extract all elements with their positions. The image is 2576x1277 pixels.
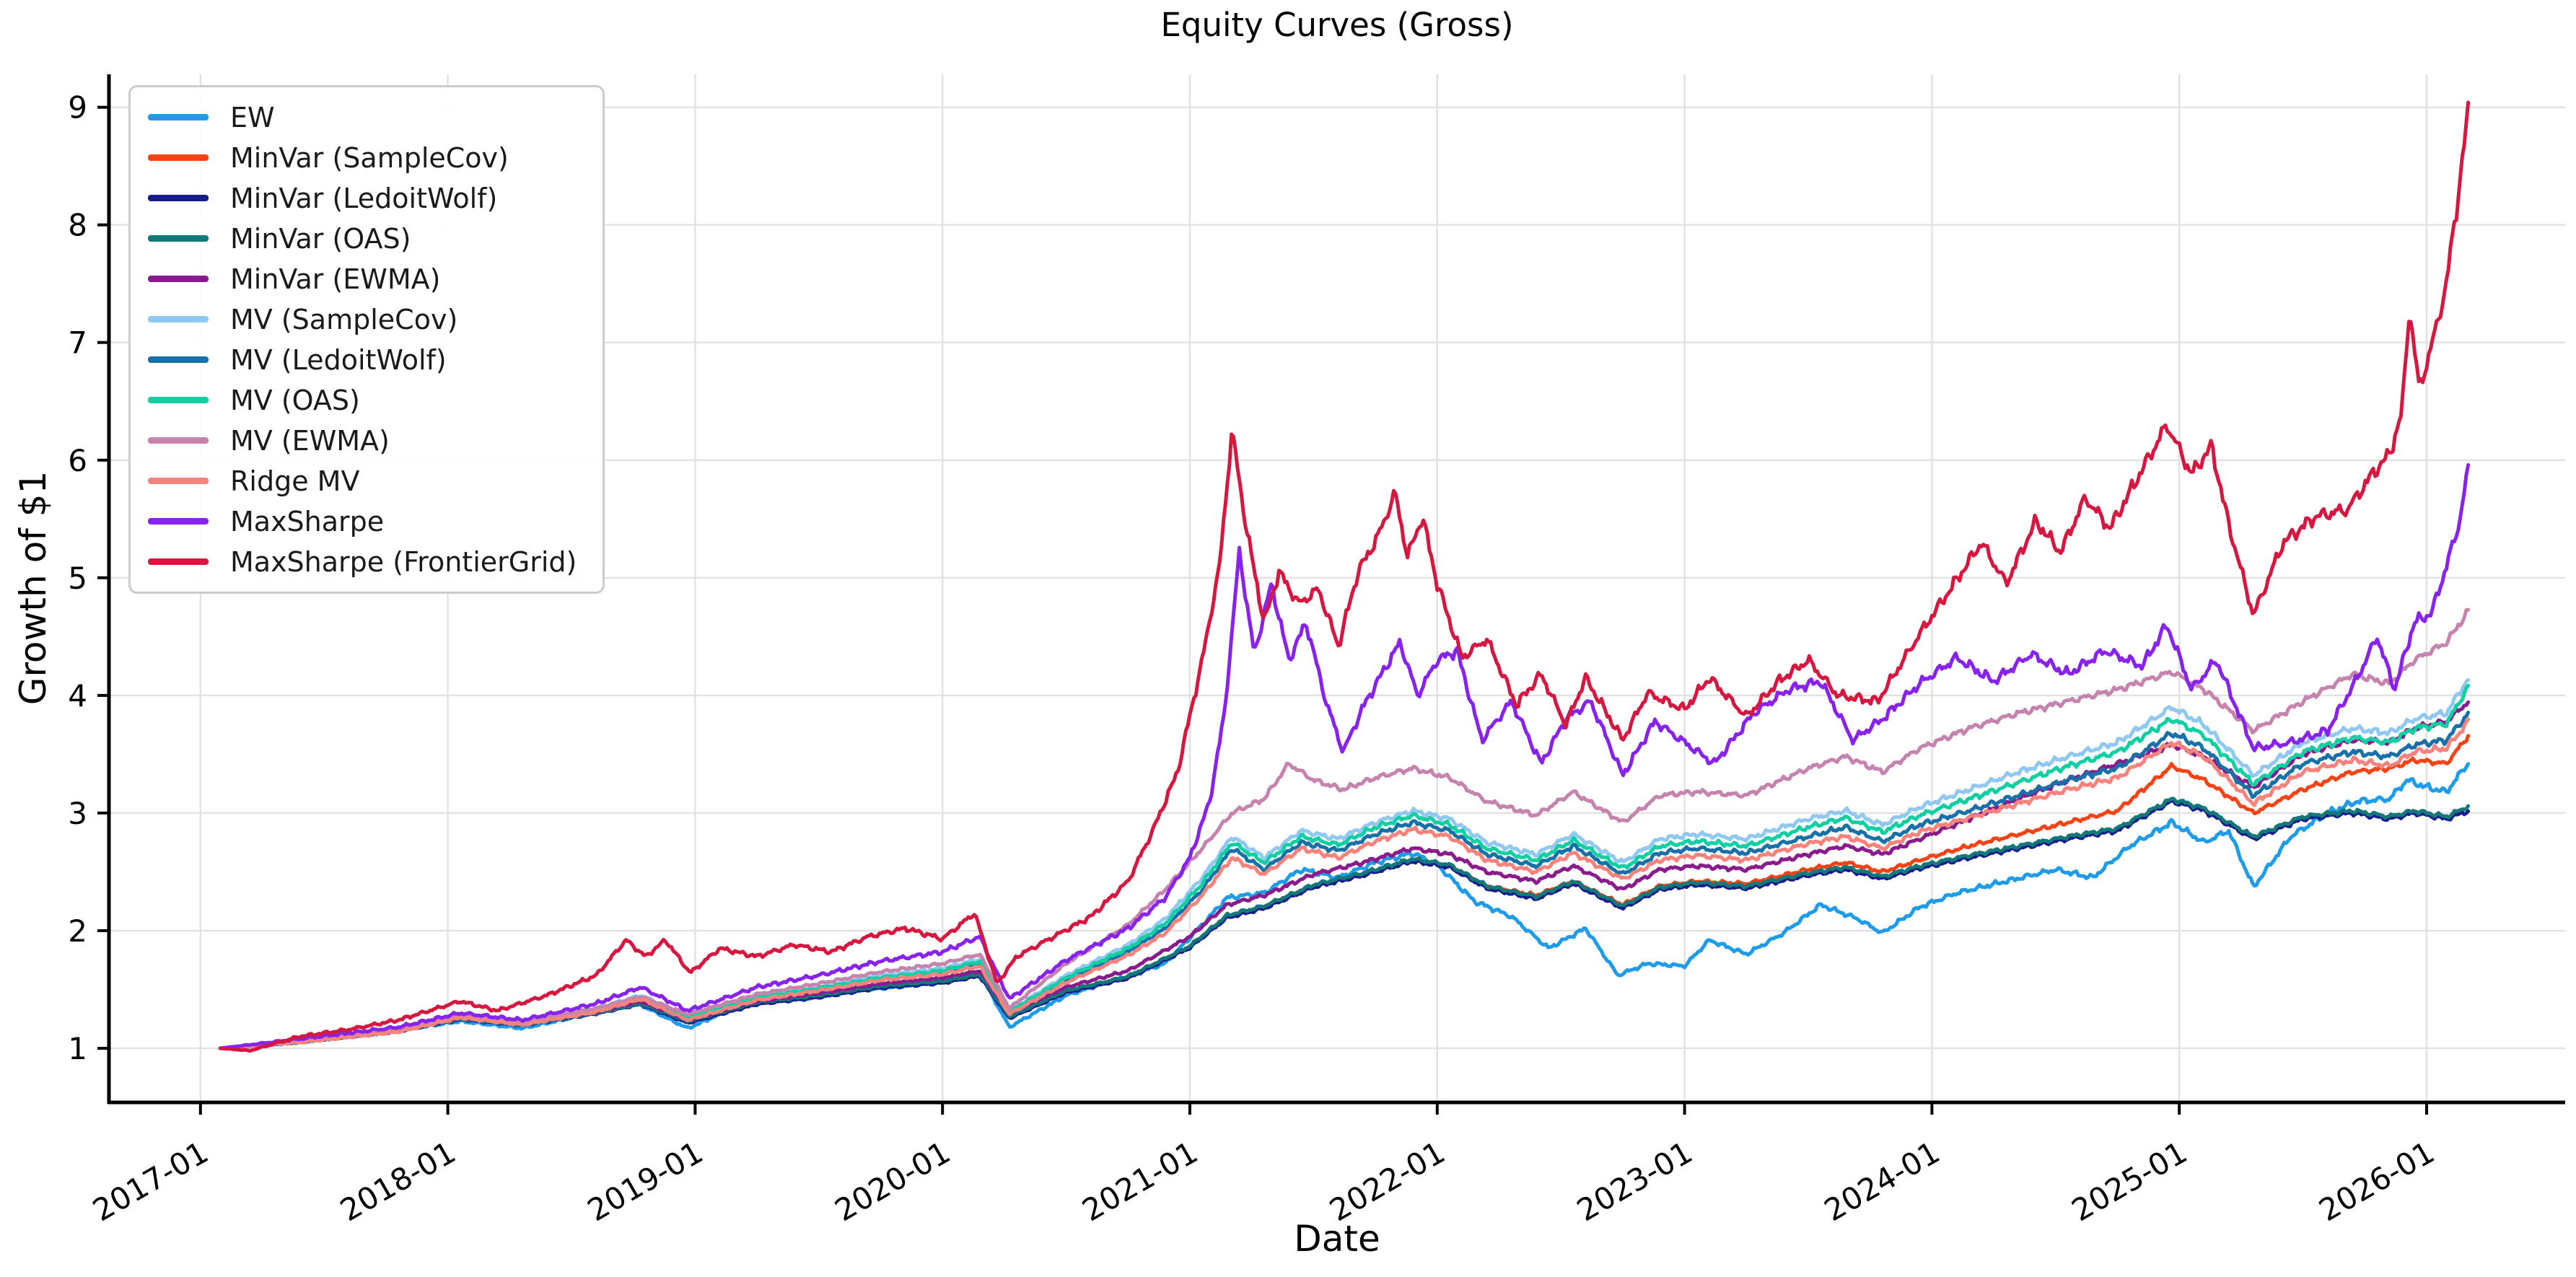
- legend-line-swatch-ew: [148, 114, 209, 120]
- legend-label-mv-ewma: MV (EWMA): [230, 424, 390, 457]
- legend-line-swatch-minvar-ledoitwolf: [148, 195, 209, 201]
- x-tick-label: 2022-01: [1323, 1134, 1450, 1228]
- legend-line-swatch-minvar-samplecov: [148, 154, 209, 161]
- y-tick-label: 5: [68, 561, 87, 596]
- legend-item-maxsharpe: MaxSharpe: [148, 506, 577, 537]
- legend-line-swatch-mv-oas: [148, 397, 209, 403]
- legend-item-maxsharpe-frontiergrid: MaxSharpe (FrontierGrid): [148, 545, 577, 578]
- legend-item-minvar-oas: MinVar (OAS): [148, 222, 577, 255]
- legend-label-maxsharpe: MaxSharpe: [230, 505, 385, 537]
- legend-line-swatch-maxsharpe: [148, 518, 209, 525]
- legend-item-minvar-samplecov: MinVar (SampleCov): [148, 141, 577, 174]
- x-tick-label: 2023-01: [1571, 1134, 1698, 1228]
- y-tick-label: 7: [68, 325, 87, 361]
- legend-line-swatch-mv-ledoitwolf: [148, 356, 209, 363]
- y-tick-label: 3: [68, 796, 87, 831]
- x-tick-label: 2021-01: [1077, 1134, 1204, 1228]
- series-line-maxsharpe-frontiergrid: [218, 100, 2471, 1053]
- legend-line-swatch-minvar-oas: [148, 235, 209, 242]
- legend-item-minvar-ledoitwolf: MinVar (LedoitWolf): [148, 183, 577, 214]
- legend-label-ew: EW: [230, 101, 275, 133]
- y-tick-label: 8: [68, 208, 87, 243]
- x-tick-label: 2024-01: [1818, 1134, 1945, 1228]
- x-tick-label: 2025-01: [2066, 1134, 2193, 1228]
- x-axis-label: Date: [1294, 1218, 1380, 1260]
- series-line-minvar-samplecov: [218, 734, 2471, 1050]
- series-line-maxsharpe: [218, 463, 2471, 1050]
- series-line-ew: [218, 762, 2471, 1050]
- legend-item-ew: EW: [148, 102, 577, 133]
- legend: EW MinVar (SampleCov) MinVar (LedoitWolf) M…: [128, 85, 605, 594]
- legend-line-swatch-minvar-ewma: [148, 276, 209, 282]
- chart-title: Equity Curves (Gross): [1160, 6, 1514, 44]
- legend-item-mv-samplecov: MV (SampleCov): [148, 304, 577, 335]
- x-tick-label: 2026-01: [2313, 1134, 2440, 1228]
- legend-item-mv-ewma: MV (EWMA): [148, 424, 577, 457]
- y-tick-label: 1: [68, 1031, 87, 1066]
- x-tick-label: 2017-01: [87, 1134, 214, 1228]
- y-tick-label: 9: [68, 90, 87, 126]
- legend-label-mv-oas: MV (OAS): [230, 384, 360, 416]
- legend-line-swatch-mv-samplecov: [148, 316, 209, 322]
- legend-label-ridge-mv: Ridge MV: [230, 465, 360, 497]
- x-tick-label: 2019-01: [582, 1134, 709, 1228]
- legend-label-maxsharpe-frontiergrid: MaxSharpe (FrontierGrid): [230, 545, 577, 578]
- y-tick-label: 2: [68, 913, 87, 949]
- legend-label-minvar-oas: MinVar (OAS): [230, 222, 411, 255]
- legend-label-mv-samplecov: MV (SampleCov): [230, 303, 458, 335]
- legend-label-mv-ledoitwolf: MV (LedoitWolf): [230, 343, 447, 376]
- series-line-ridge-mv: [218, 717, 2471, 1050]
- series-line-mv-ewma: [218, 607, 2471, 1050]
- legend-label-minvar-ledoitwolf: MinVar (LedoitWolf): [230, 182, 498, 214]
- legend-item-mv-ledoitwolf: MV (LedoitWolf): [148, 343, 577, 376]
- y-axis-label: Growth of $1: [12, 470, 54, 706]
- x-tick-label: 2020-01: [829, 1134, 956, 1228]
- legend-item-ridge-mv: Ridge MV: [148, 465, 577, 497]
- legend-line-swatch-ridge-mv: [148, 478, 209, 484]
- y-tick-label: 4: [68, 678, 87, 714]
- legend-label-minvar-ewma: MinVar (EWMA): [230, 263, 441, 295]
- x-tick-label: 2018-01: [334, 1134, 461, 1228]
- y-tick-label: 6: [68, 443, 87, 478]
- legend-item-minvar-ewma: MinVar (EWMA): [148, 263, 577, 295]
- legend-line-swatch-mv-ewma: [148, 437, 209, 444]
- legend-label-minvar-samplecov: MinVar (SampleCov): [230, 141, 509, 174]
- legend-line-swatch-maxsharpe-frontiergrid: [148, 558, 209, 565]
- legend-item-mv-oas: MV (OAS): [148, 385, 577, 416]
